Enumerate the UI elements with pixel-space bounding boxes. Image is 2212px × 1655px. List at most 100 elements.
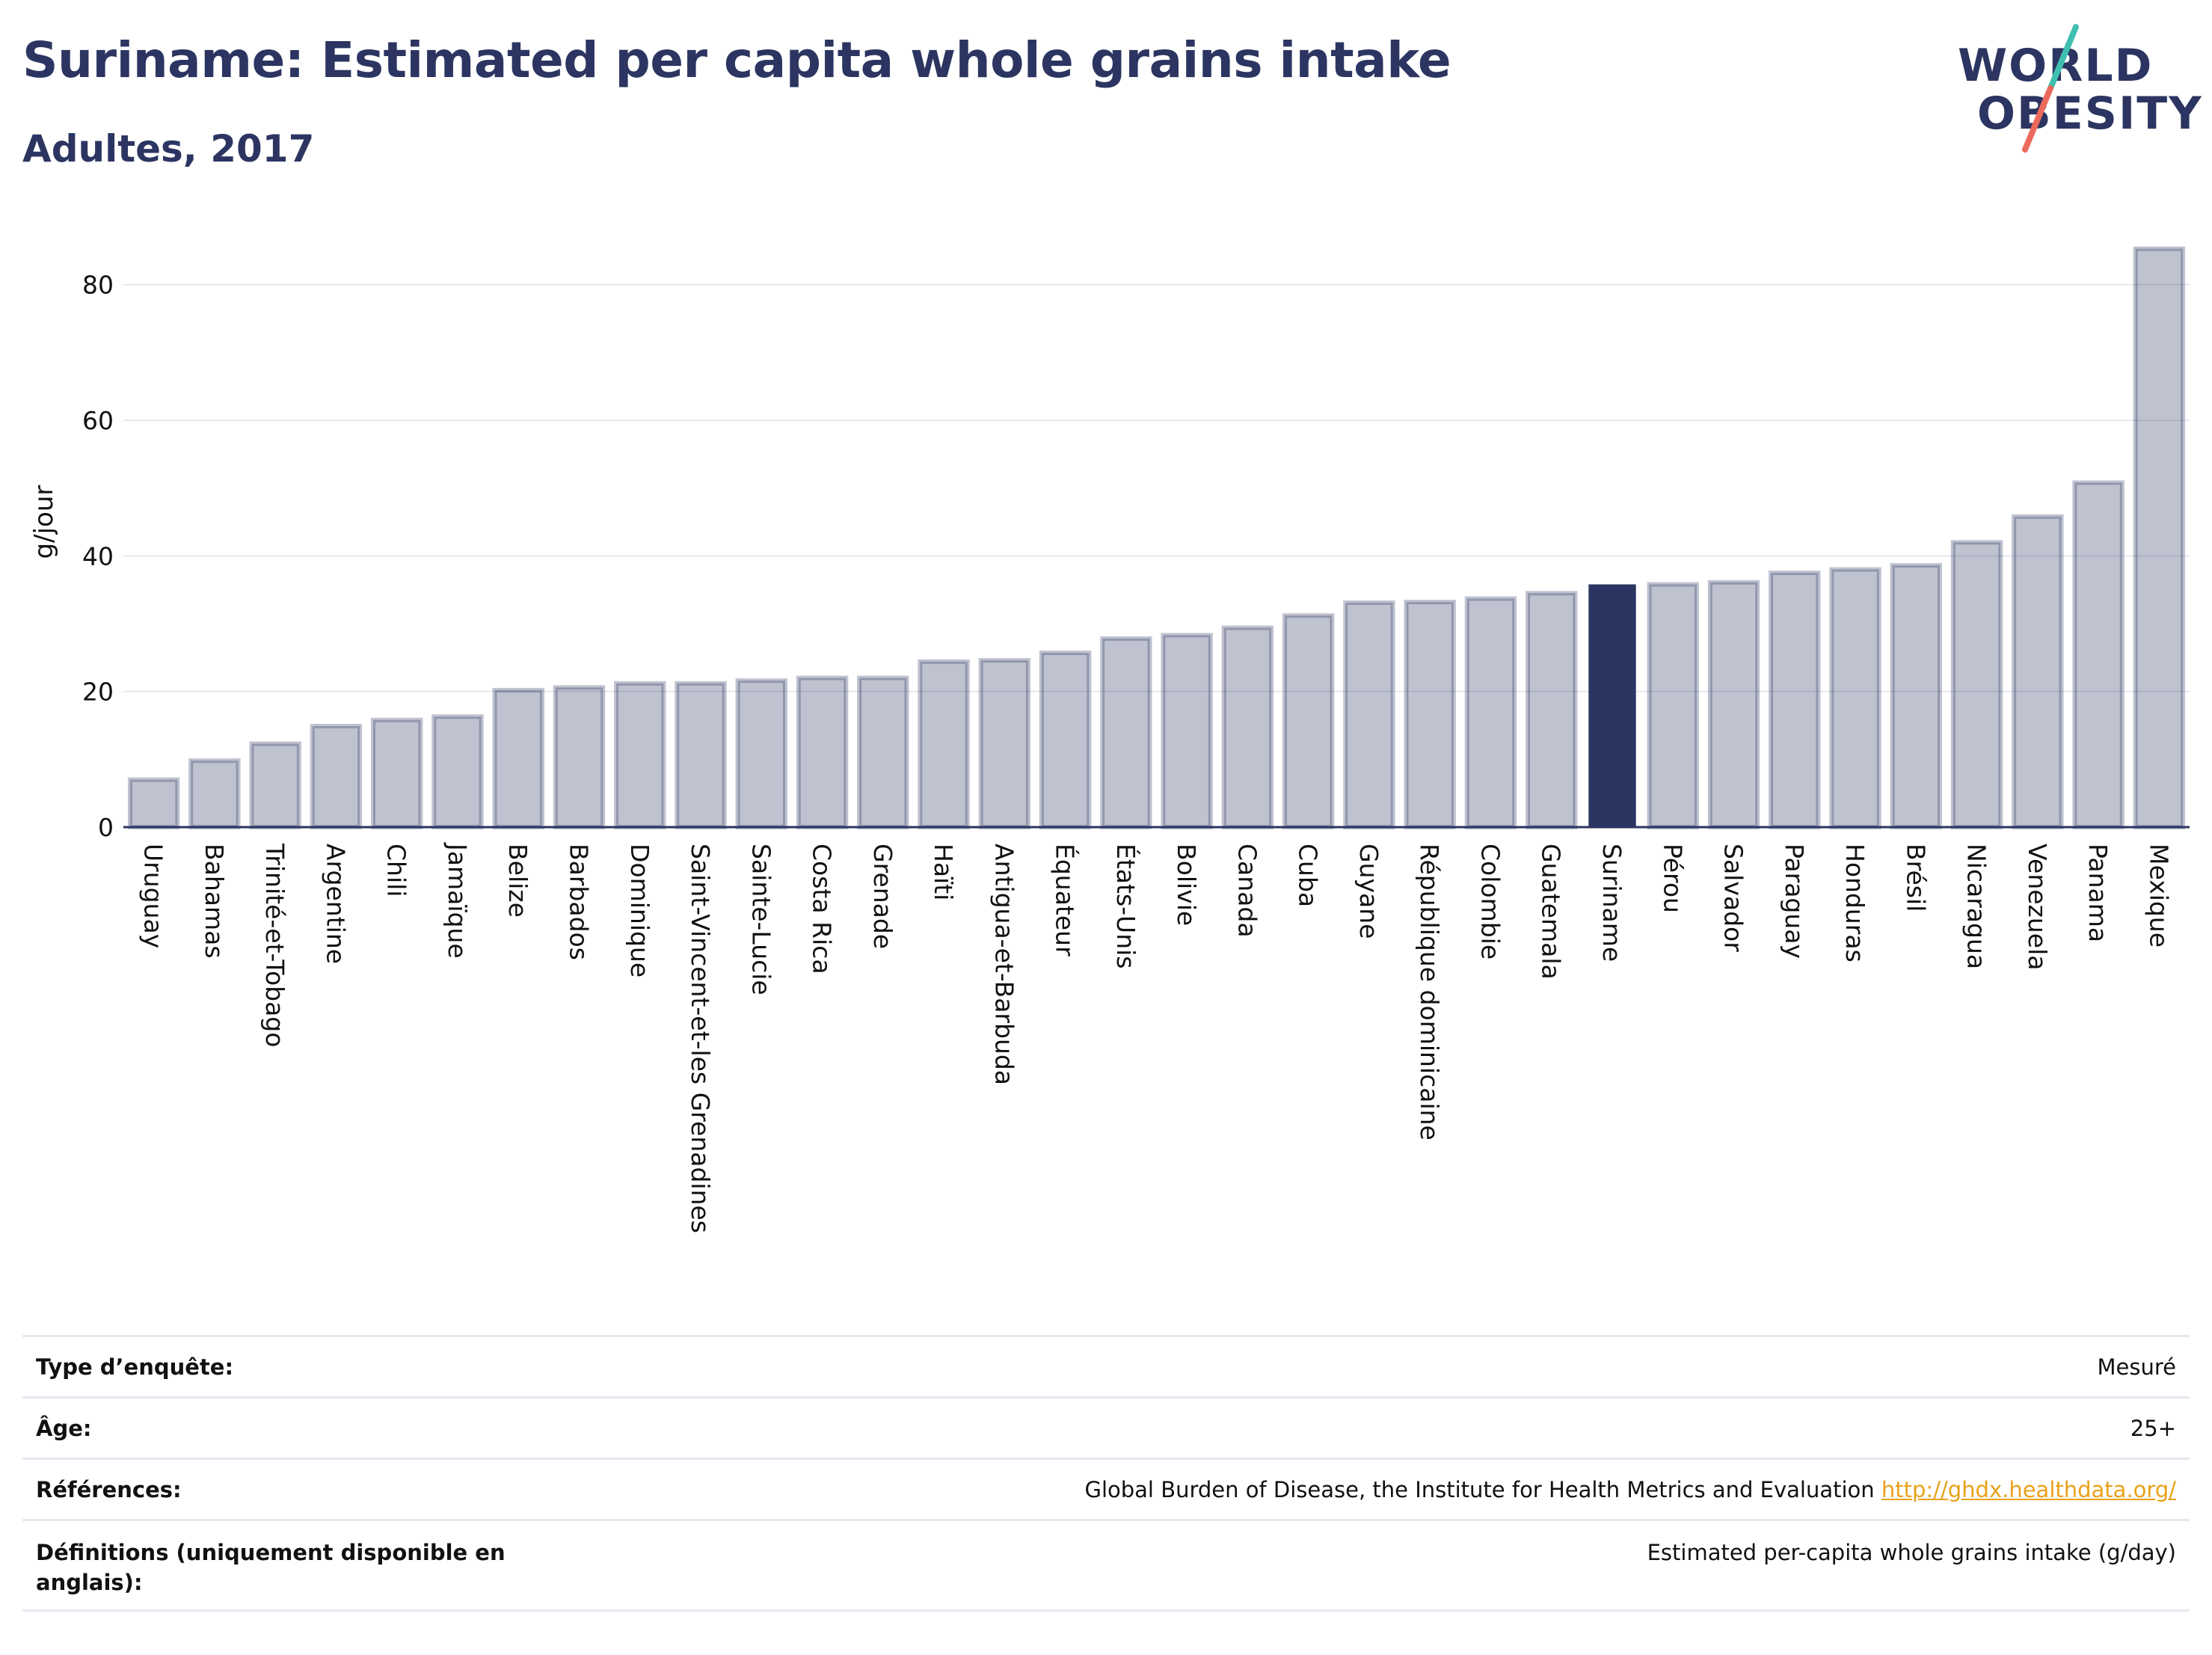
bar-nicaragua[interactable] bbox=[1950, 540, 2003, 829]
x-tick-label: Bolivie bbox=[1172, 844, 1201, 926]
chart-subtitle: Adultes, 2017 bbox=[22, 127, 315, 171]
x-tick-label: Barbados bbox=[564, 844, 593, 960]
x-tick-label: Guyane bbox=[1354, 844, 1383, 939]
x-tick-label: Canada bbox=[1232, 844, 1262, 938]
x-tick-label: Panama bbox=[2083, 844, 2113, 942]
bar-r-publique-dominicaine[interactable] bbox=[1404, 599, 1456, 830]
bar-barbados[interactable] bbox=[553, 685, 606, 830]
x-tick-label: Colombie bbox=[1475, 844, 1505, 959]
x-tick-label: République dominicaine bbox=[1415, 844, 1444, 1140]
x-tick-label: Costa Rica bbox=[808, 844, 837, 974]
x-tick-label: Mexique bbox=[2144, 844, 2173, 948]
bar--tats-unis[interactable] bbox=[1100, 636, 1152, 829]
info-value-text: Estimated per-capita whole grains intake… bbox=[1647, 1540, 2176, 1565]
bar-saint-vincent-et-les-grenadines[interactable] bbox=[675, 681, 727, 830]
bar-argentine[interactable] bbox=[310, 723, 363, 830]
x-tick-label: Pérou bbox=[1658, 844, 1687, 913]
bar-guyane[interactable] bbox=[1343, 600, 1395, 829]
info-label: Références: bbox=[36, 1477, 182, 1502]
x-tick-label: Équateur bbox=[1051, 844, 1081, 957]
info-value: 25+ bbox=[2130, 1413, 2176, 1443]
bars bbox=[127, 246, 2186, 830]
bar-panama[interactable] bbox=[2072, 480, 2125, 829]
bar-bolivie[interactable] bbox=[1161, 633, 1213, 829]
info-row: Âge: 25+ bbox=[22, 1396, 2190, 1458]
x-tick-label: Belize bbox=[503, 844, 532, 918]
bar-belize[interactable] bbox=[492, 687, 544, 829]
bar-paraguay[interactable] bbox=[1769, 571, 1821, 829]
reference-link[interactable]: http://ghdx.healthdata.org/ bbox=[1881, 1477, 2176, 1502]
bar-colombie[interactable] bbox=[1464, 596, 1517, 829]
bar-bahamas[interactable] bbox=[188, 758, 241, 829]
info-row: Type d’enquête: Mesuré bbox=[22, 1335, 2190, 1396]
world-obesity-logo: WORLD OBESITY bbox=[1944, 22, 2202, 157]
x-tick-label: Haïti bbox=[929, 844, 958, 900]
bar-canada[interactable] bbox=[1221, 625, 1274, 829]
x-tick-label: Jamaïque bbox=[443, 842, 472, 959]
x-tick-label: Venezuela bbox=[2023, 844, 2052, 970]
y-tick-label: 40 bbox=[82, 541, 114, 571]
x-tick-label: Guatemala bbox=[1537, 844, 1566, 980]
x-tick-label: Brésil bbox=[1901, 844, 1930, 912]
x-tick-label: Paraguay bbox=[1780, 844, 1809, 959]
x-tick-label: Trinité-et-Tobago bbox=[260, 843, 289, 1047]
bar-honduras[interactable] bbox=[1829, 567, 1881, 829]
bar-venezuela[interactable] bbox=[2012, 514, 2064, 829]
info-value-text: Global Burden of Disease, the Institute … bbox=[1084, 1477, 1875, 1502]
bar-dominique[interactable] bbox=[614, 681, 666, 830]
bar-ha-ti[interactable] bbox=[918, 659, 970, 829]
bar-salvador[interactable] bbox=[1707, 580, 1760, 830]
chart-title: Suriname: Estimated per capita whole gra… bbox=[22, 31, 1451, 89]
x-tick-label: Antigua-et-Barbuda bbox=[989, 844, 1019, 1085]
bar-br-sil[interactable] bbox=[1890, 563, 1943, 829]
bar-cuba[interactable] bbox=[1282, 613, 1335, 829]
x-tick-labels: Uruguay Bahamas Trinité-et-Tobago Argentine… bbox=[139, 842, 2174, 1233]
info-value: Mesuré bbox=[2098, 1352, 2176, 1382]
bar-grenade[interactable] bbox=[857, 675, 909, 829]
x-tick-label: Salvador bbox=[1719, 844, 1748, 952]
info-row: Références: Global Burden of Disease, the… bbox=[22, 1458, 2190, 1519]
y-tick-label: 60 bbox=[82, 406, 114, 435]
info-table: Type d’enquête: Mesuré Âge: 25+ Références: G… bbox=[22, 1335, 2190, 1612]
x-tick-label: Sainte-Lucie bbox=[746, 844, 775, 995]
x-tick-label: Chili bbox=[382, 844, 411, 897]
bar--quateur[interactable] bbox=[1039, 650, 1092, 830]
y-tick-labels: 0 20 40 60 80 bbox=[82, 271, 114, 842]
bar-sainte-lucie[interactable] bbox=[735, 678, 787, 829]
logo-line-2: OBESITY bbox=[1977, 87, 2203, 140]
bar-jama-que[interactable] bbox=[431, 714, 484, 829]
x-tick-label: Suriname bbox=[1597, 844, 1626, 962]
bar-trinit-et-tobago[interactable] bbox=[249, 741, 301, 829]
bar-suriname[interactable] bbox=[1588, 584, 1636, 827]
y-tick-label: 0 bbox=[98, 813, 114, 842]
info-label: Définitions (uniquement disponible en an… bbox=[36, 1540, 506, 1595]
x-tick-label: Saint-Vincent-et-les Grenadines bbox=[686, 844, 715, 1233]
y-tick-label: 20 bbox=[82, 678, 114, 707]
info-value: Global Burden of Disease, the Institute … bbox=[1084, 1475, 2176, 1505]
x-tick-label: Dominique bbox=[625, 844, 654, 977]
info-label: Âge: bbox=[36, 1416, 92, 1441]
info-value-text: Mesuré bbox=[2097, 1354, 2176, 1380]
x-tick-label: Bahamas bbox=[200, 844, 229, 959]
bar-antigua-et-barbuda[interactable] bbox=[978, 657, 1031, 830]
x-tick-label: Argentine bbox=[321, 844, 350, 964]
bar-chili[interactable] bbox=[370, 717, 423, 829]
info-label: Type d’enquête: bbox=[36, 1354, 234, 1380]
bar-chart: g/jour 0 20 40 60 80 Uruguay Bahamas Trinité-e… bbox=[29, 246, 2190, 1233]
x-tick-label: Grenade bbox=[868, 844, 897, 949]
bar-p-rou[interactable] bbox=[1647, 582, 1699, 829]
info-row: Définitions (uniquement disponible en an… bbox=[22, 1519, 2190, 1612]
bar-guatemala[interactable] bbox=[1526, 591, 1578, 829]
info-value: Estimated per-capita whole grains intake… bbox=[1647, 1538, 2176, 1568]
logo-slash-icon bbox=[2022, 24, 2079, 153]
x-tick-label: Nicaragua bbox=[1962, 844, 1991, 969]
y-axis-label: g/jour bbox=[29, 485, 59, 559]
x-tick-label: Uruguay bbox=[139, 844, 168, 948]
x-tick-label: États-Unis bbox=[1111, 844, 1141, 968]
bar-costa-rica[interactable] bbox=[796, 675, 849, 829]
bar-uruguay[interactable] bbox=[127, 777, 180, 829]
bar-mexique[interactable] bbox=[2133, 246, 2186, 829]
x-tick-label: Cuba bbox=[1294, 844, 1323, 907]
info-value-text: 25+ bbox=[2130, 1416, 2176, 1441]
x-tick-label: Honduras bbox=[1840, 844, 1870, 962]
